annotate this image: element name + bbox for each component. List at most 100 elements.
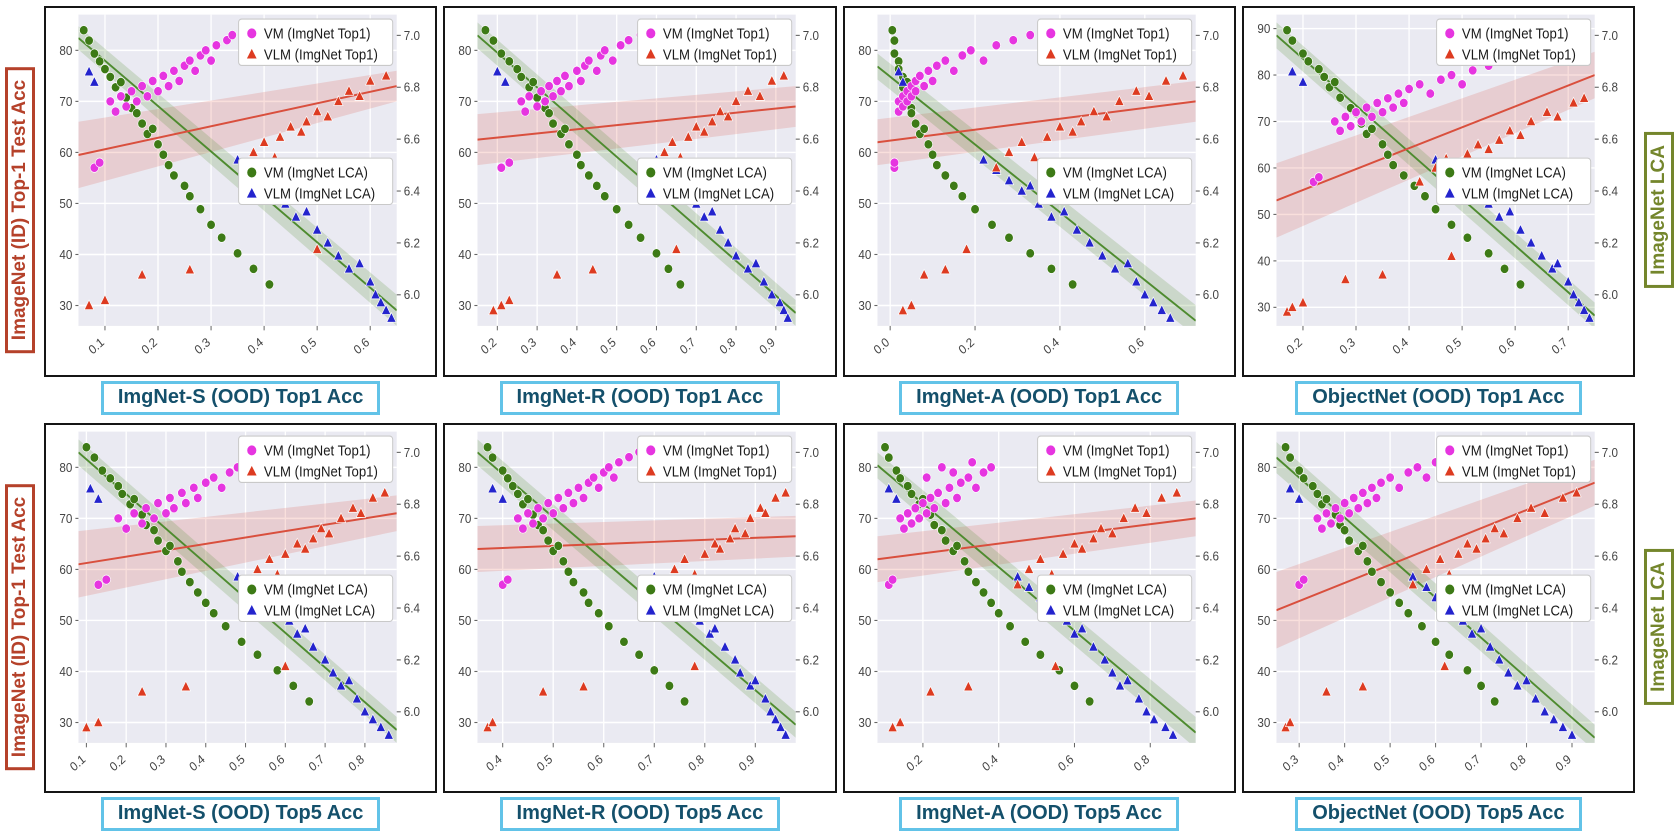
svg-text:6.0: 6.0 [1602, 704, 1618, 719]
svg-text:7.0: 7.0 [404, 28, 420, 43]
svg-text:VM (ImgNet LCA): VM (ImgNet LCA) [264, 581, 368, 597]
svg-text:80: 80 [59, 460, 72, 475]
svg-text:6.8: 6.8 [1602, 497, 1618, 512]
svg-text:VLM (ImgNet LCA): VLM (ImgNet LCA) [663, 602, 774, 618]
svg-text:6.2: 6.2 [404, 652, 420, 667]
svg-text:0.3: 0.3 [147, 751, 168, 774]
svg-text:6.8: 6.8 [404, 497, 420, 512]
svg-text:6.4: 6.4 [803, 600, 819, 615]
svg-text:6.0: 6.0 [404, 288, 420, 303]
svg-text:6.4: 6.4 [404, 184, 420, 199]
svg-text:0.9: 0.9 [1553, 751, 1574, 774]
panel-cell-imgnet-r-top1: 30 40 50 60 70 80 6.0 6.2 6.4 6.6 6.8 7.0 0.2 0.3 0.4 0… [443, 6, 837, 415]
svg-text:VM (ImgNet LCA): VM (ImgNet LCA) [1462, 165, 1566, 181]
svg-text:0.7: 0.7 [635, 751, 656, 774]
svg-text:0.7: 0.7 [1462, 751, 1483, 774]
svg-text:VLM (ImgNet Top1): VLM (ImgNet Top1) [264, 463, 378, 479]
panel-imgnet-r-top1: 30 40 50 60 70 80 6.0 6.2 6.4 6.6 6.8 7.0 0.2 0.3 0.4 0… [443, 6, 837, 377]
svg-text:60: 60 [459, 145, 472, 160]
svg-text:6.0: 6.0 [1602, 288, 1618, 303]
svg-text:7.0: 7.0 [1202, 445, 1218, 460]
svg-text:6.8: 6.8 [1602, 80, 1618, 95]
svg-text:30: 30 [1257, 300, 1270, 315]
xlabel-imgnet-s-top1: ImgNet-S (OOD) Top1 Acc [100, 380, 381, 415]
svg-text:0.8: 0.8 [717, 335, 738, 358]
svg-text:6.6: 6.6 [1602, 132, 1618, 147]
svg-text:0.6: 0.6 [585, 751, 606, 774]
svg-text:40: 40 [1257, 664, 1270, 679]
panel-imgnet-a-top1: 30 40 50 60 70 80 6.0 6.2 6.4 6.6 6.8 7.0 0.0 0.2 0.4 0… [842, 6, 1236, 377]
svg-text:30: 30 [59, 715, 72, 730]
svg-text:0.7: 0.7 [306, 751, 327, 774]
svg-text:VM (ImgNet LCA): VM (ImgNet LCA) [663, 165, 767, 181]
svg-text:0.6: 0.6 [1055, 751, 1076, 774]
svg-text:7.0: 7.0 [1202, 28, 1218, 43]
svg-text:0.4: 0.4 [558, 335, 579, 358]
svg-text:VM (ImgNet Top1): VM (ImgNet Top1) [264, 442, 371, 458]
svg-text:0.7: 0.7 [677, 335, 698, 358]
left-axis-label-row1: ImageNet (ID) Top-1 Test Acc [2, 6, 38, 415]
svg-text:VLM (ImgNet LCA): VLM (ImgNet LCA) [663, 186, 774, 202]
svg-text:VLM (ImgNet Top1): VLM (ImgNet Top1) [264, 47, 378, 63]
svg-text:80: 80 [459, 460, 472, 475]
svg-text:VLM (ImgNet Top1): VLM (ImgNet Top1) [1062, 47, 1176, 63]
svg-text:80: 80 [1257, 68, 1270, 83]
svg-text:6.6: 6.6 [1602, 549, 1618, 564]
panel-imgnet-s-top5: 30 40 50 60 70 80 6.0 6.2 6.4 6.6 6.8 7.0 0.1 0.2 0.3 0… [44, 422, 438, 793]
svg-text:0.9: 0.9 [736, 751, 757, 774]
svg-text:VLM (ImgNet LCA): VLM (ImgNet LCA) [1062, 186, 1173, 202]
svg-text:80: 80 [59, 43, 72, 58]
panel-cell-imgnet-s-top5: 30 40 50 60 70 80 6.0 6.2 6.4 6.6 6.8 7.0 0.1 0.2 0.3 0… [44, 422, 438, 831]
svg-text:0.6: 0.6 [1416, 751, 1437, 774]
svg-text:6.6: 6.6 [1202, 132, 1218, 147]
svg-text:70: 70 [59, 511, 72, 526]
svg-text:6.0: 6.0 [1202, 704, 1218, 719]
ylabel-left-row2: ImageNet (ID) Top-1 Test Acc [5, 483, 35, 770]
svg-text:60: 60 [858, 145, 871, 160]
svg-text:VLM (ImgNet Top1): VLM (ImgNet Top1) [1462, 47, 1576, 63]
svg-text:50: 50 [1257, 613, 1270, 628]
xlabel-objectnet-top5: ObjectNet (OOD) Top5 Acc [1295, 797, 1582, 831]
right-axis-label-row2: ImageNet LCA [1641, 423, 1677, 832]
svg-text:70: 70 [459, 94, 472, 109]
svg-text:0.4: 0.4 [1390, 335, 1411, 358]
svg-text:40: 40 [59, 664, 72, 679]
svg-text:0.6: 0.6 [638, 335, 659, 358]
svg-text:50: 50 [59, 196, 72, 211]
svg-text:0.6: 0.6 [1496, 335, 1517, 358]
svg-text:30: 30 [858, 298, 871, 313]
svg-text:0.3: 0.3 [192, 335, 213, 358]
svg-text:0.8: 0.8 [1507, 751, 1528, 774]
svg-text:60: 60 [1257, 562, 1270, 577]
svg-text:0.2: 0.2 [955, 335, 976, 358]
panel-cell-imgnet-r-top5: 30 40 50 60 70 80 6.0 6.2 6.4 6.6 6.8 7.0 0.4 0.5 0.6 0… [443, 422, 837, 831]
svg-text:0.4: 0.4 [1040, 335, 1061, 358]
chart-canvas: 30 40 50 60 70 80 6.0 6.2 6.4 6.6 6.8 7.0 0.2 0.4 0.6 0… [858, 431, 1219, 774]
chart-canvas: 30 40 50 60 70 80 6.0 6.2 6.4 6.6 6.8 7.0 0.3 0.4 0.5 0… [1257, 431, 1618, 774]
svg-text:6.0: 6.0 [1202, 288, 1218, 303]
svg-text:6.0: 6.0 [803, 704, 819, 719]
svg-text:6.6: 6.6 [404, 549, 420, 564]
svg-text:6.4: 6.4 [404, 600, 420, 615]
panel-objectnet-top5: 30 40 50 60 70 80 6.0 6.2 6.4 6.6 6.8 7.0 0.3 0.4 0.5 0… [1241, 422, 1635, 793]
svg-text:6.0: 6.0 [404, 704, 420, 719]
svg-text:0.3: 0.3 [518, 335, 539, 358]
svg-text:7.0: 7.0 [1602, 28, 1618, 43]
svg-text:0.9: 0.9 [757, 335, 778, 358]
chart-canvas: 30 40 50 60 70 80 6.0 6.2 6.4 6.6 6.8 7.0 0.2 0.3 0.4 0… [459, 14, 819, 358]
svg-text:0.5: 0.5 [226, 751, 247, 774]
svg-text:0.5: 0.5 [1371, 751, 1392, 774]
ylabel-right-row1: ImageNet LCA [1644, 132, 1674, 289]
svg-text:VLM (ImgNet LCA): VLM (ImgNet LCA) [264, 602, 375, 618]
svg-text:60: 60 [59, 562, 72, 577]
svg-text:0.2: 0.2 [139, 335, 160, 358]
svg-text:40: 40 [59, 247, 72, 262]
svg-text:30: 30 [459, 715, 472, 730]
svg-text:50: 50 [858, 613, 871, 628]
svg-text:0.1: 0.1 [67, 751, 88, 774]
panel-objectnet-top1: 30 40 50 60 70 80 90 6.0 6.2 6.4 6.6 6.8 7.0 0.2 0.3 0.… [1241, 6, 1635, 377]
svg-text:6.4: 6.4 [1202, 600, 1218, 615]
svg-text:0.6: 0.6 [1125, 335, 1146, 358]
svg-text:6.6: 6.6 [803, 132, 819, 147]
xlabel-imgnet-r-top1: ImgNet-R (OOD) Top1 Acc [499, 380, 781, 415]
